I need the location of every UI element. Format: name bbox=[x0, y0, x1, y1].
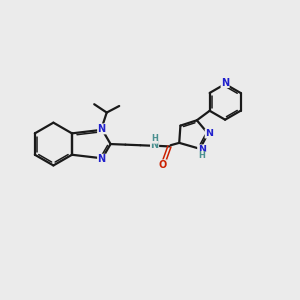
Text: H: H bbox=[198, 152, 205, 160]
Text: H: H bbox=[151, 134, 158, 143]
Text: N: N bbox=[98, 124, 106, 134]
Text: N: N bbox=[98, 154, 106, 164]
Text: N: N bbox=[205, 129, 213, 138]
Text: N: N bbox=[198, 145, 206, 154]
Text: N: N bbox=[221, 77, 229, 88]
Text: O: O bbox=[158, 160, 166, 170]
Text: N: N bbox=[151, 140, 159, 150]
